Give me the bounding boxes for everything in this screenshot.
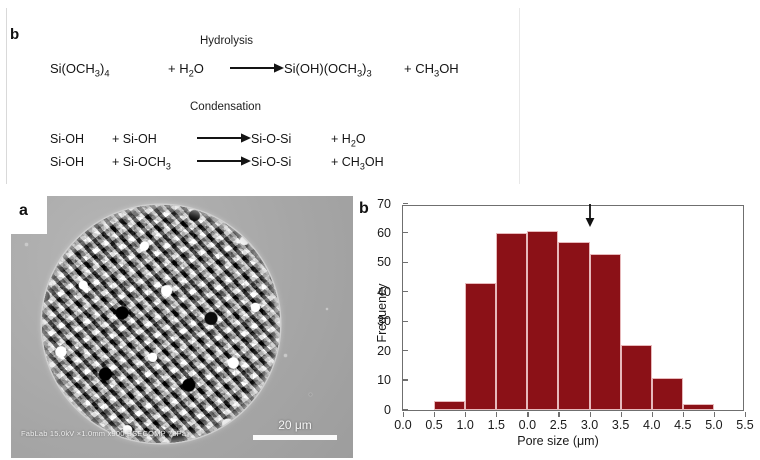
x-axis-tick-label: 4.0 [643, 418, 661, 432]
x-axis-tick-label: 5.0 [705, 418, 723, 432]
hydrolysis-product-2: + CH3OH [404, 61, 459, 79]
y-axis-tick [403, 291, 408, 293]
debris-speck [284, 354, 287, 357]
scale-bar-group: 20 μm [251, 418, 339, 440]
hydrolysis-reactant-2: + H2O [168, 61, 204, 79]
hydrolysis-product-1: Si(OH)(OCH3)3 [284, 61, 372, 79]
condensation-heading: Condensation [190, 101, 261, 113]
x-axis-tick [434, 412, 436, 417]
x-axis-tick-label: 4.5 [674, 418, 692, 432]
sem-info-bar: FabLab 15.0kV ×1.0mm x900 BSECOMP 70Pa [21, 429, 187, 438]
histogram-bar [496, 233, 528, 410]
x-axis-tick-label: 0.5 [425, 418, 443, 432]
y-axis-tick-label: 20 [377, 343, 391, 358]
x-axis-tick [589, 412, 591, 417]
x-axis-tick-label: 0.0 [518, 418, 537, 432]
condensation-1-product-2: + H2O [331, 132, 366, 149]
down-arrow-icon [584, 203, 596, 228]
x-axis-tick [745, 412, 747, 417]
histogram-bar [558, 242, 590, 410]
y-axis-tick-label: 60 [377, 225, 391, 240]
y-axis-tick-label: 40 [377, 284, 391, 299]
x-axis-tick [465, 412, 467, 417]
x-axis-tick-label: 3.5 [611, 418, 630, 432]
x-axis-tick-label: 0.0 [394, 418, 412, 432]
reaction-scheme-panel: b Hydrolysis Si(OCH3)4 + H2O Si(OH)(OCH3… [0, 0, 760, 190]
histogram-bar [651, 377, 683, 410]
debris-speck [25, 243, 28, 246]
y-axis-tick [403, 320, 408, 322]
histogram-bar [620, 345, 652, 410]
condensation-equation-2: Si-OH + Si-OCH3 Si-O-Si + CH3OH [50, 153, 384, 172]
histogram-panel-letter: b [359, 200, 369, 217]
x-axis-tick-label: 3.0 [580, 418, 599, 432]
x-axis-tick-label: 1.0 [456, 418, 474, 432]
x-axis-tick [620, 412, 622, 417]
histogram-bar [682, 404, 714, 410]
x-axis-tick-label: 1.5 [487, 418, 505, 432]
condensation-2-product-1: Si-O-Si [251, 155, 292, 169]
condensation-1-product-1: Si-O-Si [251, 132, 292, 146]
x-axis-tick [713, 412, 716, 417]
sem-panel-letter-box [11, 196, 47, 234]
y-axis-tick [403, 232, 408, 234]
sem-panel-letter: a [19, 202, 28, 219]
condensation-1-reactant-1: Si-OH [50, 132, 85, 146]
right-arrow-icon [197, 130, 251, 143]
histogram-bar [527, 230, 559, 410]
right-arrow-icon [230, 60, 284, 73]
hydrolysis-reactant-1: Si(OCH3)4 [50, 61, 110, 79]
y-axis-tick [403, 261, 408, 263]
y-axis-tick-label: 50 [377, 255, 391, 270]
x-axis-tick [403, 412, 405, 417]
hydrolysis-heading: Hydrolysis [200, 35, 254, 47]
scale-bar-line [253, 435, 337, 440]
x-axis-label: Pore size (μm) [517, 434, 599, 448]
x-axis-tick-label: 5.5 [736, 418, 754, 432]
x-axis-tick [527, 412, 529, 417]
debris-speck [309, 393, 312, 396]
scale-bar-label: 20 μm [278, 418, 312, 432]
scheme-panel-letter: b [10, 26, 20, 43]
sem-micrograph-panel: a FabLab 15.0kV ×1.0mm x900 BSECOMP 70Pa… [11, 196, 353, 458]
x-axis-tick [682, 412, 684, 417]
y-axis-tick [403, 408, 408, 410]
x-axis-tick [496, 412, 498, 417]
condensation-equation-1: Si-OH + Si-OH Si-O-Si + H2O [50, 130, 366, 149]
histogram-bar [465, 283, 497, 410]
condensation-2-reactant-1: Si-OH [50, 155, 85, 169]
histogram-bar [434, 401, 466, 410]
hydrolysis-equation: Si(OCH3)4 + H2O Si(OH)(OCH3)3 + CH3OH [50, 60, 459, 79]
reaction-scheme-box [6, 8, 520, 184]
x-axis-tick-label: 2.5 [549, 418, 568, 432]
x-axis-tick [558, 412, 560, 417]
histogram-panel: b Frequency 0 10 20 30 40 50 60 70 0.0 0.5 1.0 1.5 0… [356, 196, 760, 458]
y-axis-tick [403, 349, 408, 352]
y-axis-tick-label: 30 [377, 314, 391, 329]
y-axis-tick [403, 202, 408, 204]
debris-speck [326, 308, 328, 310]
x-axis-tick [651, 412, 653, 417]
porous-microsphere [42, 205, 280, 443]
condensation-2-reactant-2: + Si-OCH3 [112, 155, 171, 172]
plot-area: 0 10 20 30 40 50 60 70 0.0 0.5 1.0 1.5 0.0 2.5 3.0 3.5 4… [377, 197, 754, 431]
bars-group [403, 206, 743, 410]
condensation-1-reactant-2: + Si-OH [112, 132, 157, 146]
right-arrow-icon [197, 153, 251, 166]
y-axis-tick [403, 379, 408, 381]
condensation-2-product-2: + CH3OH [331, 155, 384, 172]
y-axis-tick-label: 70 [377, 196, 391, 211]
y-axis-tick-label: 10 [377, 373, 391, 388]
pore-texture [42, 205, 280, 443]
histogram-bar [589, 254, 621, 410]
y-axis-tick-label: 0 [384, 402, 391, 417]
